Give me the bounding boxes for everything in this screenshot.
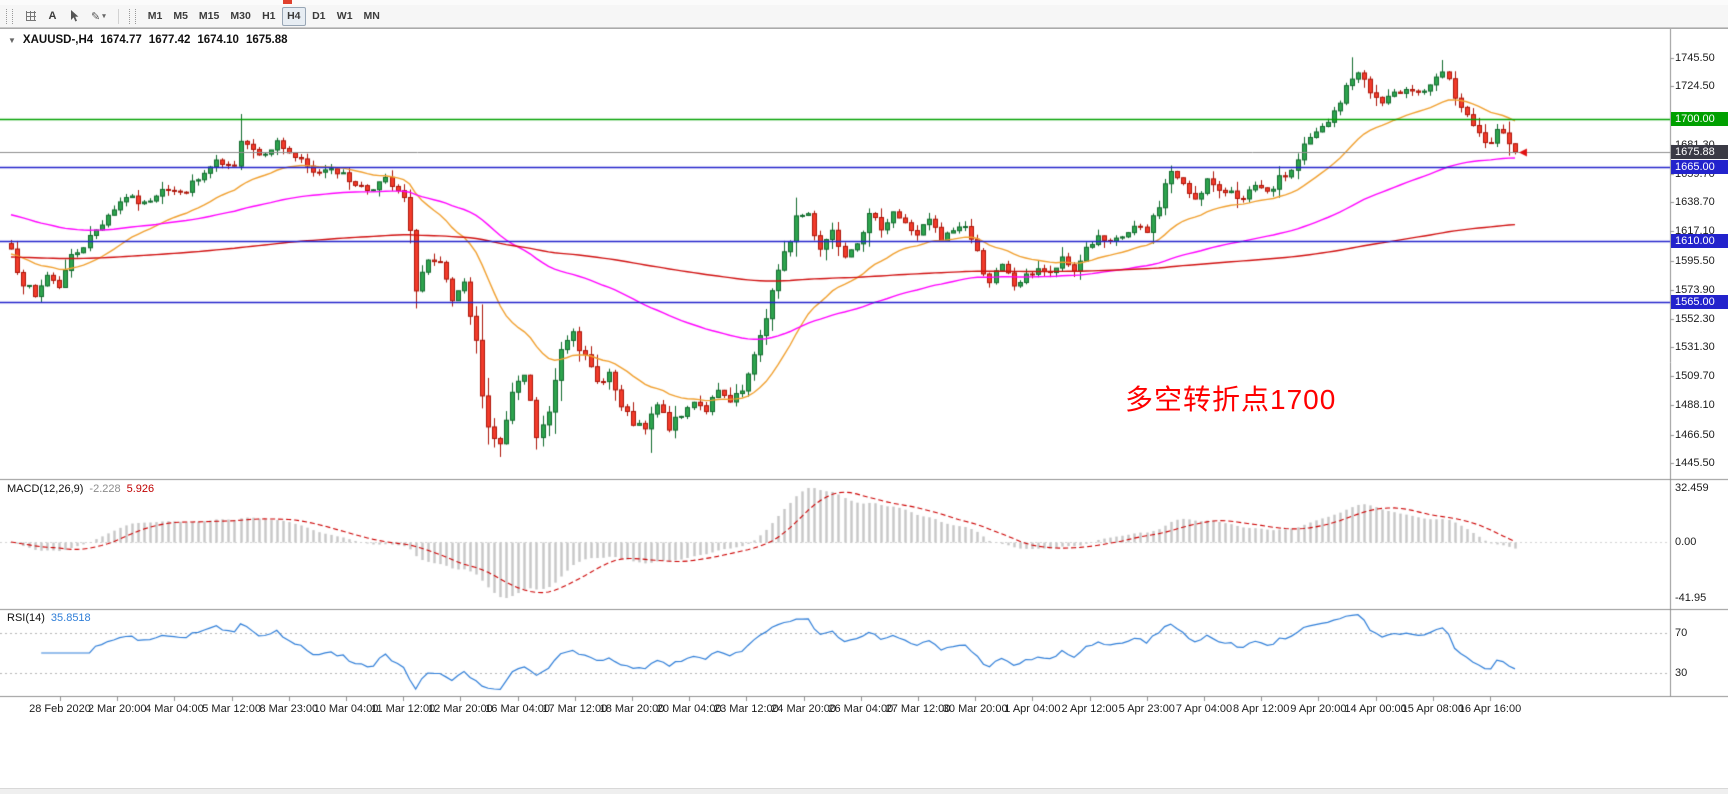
rsi-axis-label: 70 bbox=[1675, 627, 1688, 639]
price-axis[interactable]: 1745.501724.501681.301659.701638.701617.… bbox=[1671, 29, 1728, 724]
cursor-icon bbox=[71, 10, 79, 22]
macd-signal-value: 5.926 bbox=[126, 483, 155, 495]
text-tool-label: A bbox=[48, 10, 57, 22]
timeframe-MN[interactable]: MN bbox=[359, 7, 385, 26]
macd-axis-label: -41.95 bbox=[1675, 592, 1707, 604]
symbol-title: XAUUSD-,H4 bbox=[22, 34, 94, 46]
macd-axis-label: 32.459 bbox=[1675, 482, 1709, 494]
time-axis-label: 23 Mar 12:00 bbox=[713, 703, 779, 715]
timeframe-toolbar-grip[interactable] bbox=[128, 8, 136, 24]
time-axis-label: 26 Mar 04:00 bbox=[828, 703, 894, 715]
chart-area[interactable]: ▼ XAUUSD-,H4 1674.77 1677.42 1674.10 167… bbox=[0, 28, 1728, 789]
pencil-icon: ✎ bbox=[91, 10, 101, 23]
ohlc-high: 1677.42 bbox=[148, 34, 191, 46]
timeframe-W1[interactable]: W1 bbox=[332, 7, 358, 26]
timeframe-H1[interactable]: H1 bbox=[257, 7, 281, 26]
cropped-menu-strip bbox=[0, 0, 1728, 5]
macd-name: MACD(12,26,9) bbox=[7, 483, 84, 495]
time-axis[interactable]: 28 Feb 2020 2 Mar 20:00 4 Mar 04:00 5 Mar 1… bbox=[0, 701, 1670, 723]
time-axis-label: 7 Apr 04:00 bbox=[1175, 703, 1233, 715]
rsi-header: RSI(14) 35.8518 bbox=[7, 612, 91, 624]
time-axis-label: 9 Apr 20:00 bbox=[1290, 703, 1347, 715]
time-axis-label: 10 Mar 04:00 bbox=[313, 703, 379, 715]
bottom-edge-strip bbox=[0, 788, 1728, 794]
chart-text-annotation[interactable]: 多空转折点1700 bbox=[1125, 384, 1337, 415]
timeframe-group: M1 M5 M15 M30 H1 H4 D1 W1 MN bbox=[143, 6, 385, 26]
timeframe-M5[interactable]: M5 bbox=[168, 7, 193, 26]
time-axis-label: 1 Apr 04:00 bbox=[1004, 703, 1061, 715]
price-axis-label: 1509.70 bbox=[1675, 370, 1715, 383]
time-axis-label: 2 Mar 20:00 bbox=[87, 703, 147, 715]
time-axis-label: 5 Mar 12:00 bbox=[202, 703, 261, 715]
time-axis-label: 2 Apr 12:00 bbox=[1061, 703, 1118, 715]
price-axis-label: 1573.90 bbox=[1675, 283, 1715, 296]
timeframe-H4[interactable]: H4 bbox=[281, 6, 306, 26]
rsi-name: RSI(14) bbox=[7, 612, 45, 624]
current-price-badge: 1675.88 bbox=[1671, 144, 1728, 159]
chevron-down-icon: ▾ bbox=[102, 13, 106, 20]
ohlc-close: 1675.88 bbox=[245, 34, 288, 46]
text-tool-button[interactable]: A bbox=[42, 7, 63, 26]
price-axis-label: 1745.50 bbox=[1675, 52, 1715, 64]
time-axis-label: 20 Mar 04:00 bbox=[656, 703, 722, 715]
time-axis-label: 8 Apr 12:00 bbox=[1233, 703, 1290, 715]
macd-histogram-value: -2.228 bbox=[89, 483, 121, 495]
price-axis-label: 1638.70 bbox=[1675, 196, 1715, 209]
time-axis-label: 8 Mar 23:00 bbox=[259, 703, 319, 715]
price-axis-label: 1531.30 bbox=[1675, 341, 1715, 354]
drawing-tools-button[interactable]: ✎ ▾ bbox=[86, 7, 111, 26]
time-axis-label: 14 Apr 00:00 bbox=[1344, 703, 1407, 715]
time-axis-label: 27 Mar 12:00 bbox=[885, 703, 951, 715]
ohlc-open: 1674.77 bbox=[100, 34, 142, 46]
macd-axis-label: 0.00 bbox=[1675, 536, 1697, 548]
rsi-value: 35.8518 bbox=[50, 612, 91, 624]
price-line-badge: 1700.00 bbox=[1671, 112, 1728, 127]
price-axis-label: 1595.50 bbox=[1675, 254, 1715, 267]
time-axis-label: 16 Mar 04:00 bbox=[485, 703, 551, 715]
price-axis-label: 1466.50 bbox=[1675, 428, 1715, 441]
price-line-badge: 1665.00 bbox=[1671, 159, 1728, 174]
macd-header: MACD(12,26,9) -2.228 5.926 bbox=[7, 483, 154, 495]
time-axis-label: 4 Mar 04:00 bbox=[145, 703, 204, 715]
chart-header: ▼ XAUUSD-,H4 1674.77 1677.42 1674.10 167… bbox=[8, 34, 288, 46]
toolbar-separator bbox=[117, 8, 119, 24]
time-axis-label: 16 Apr 16:00 bbox=[1458, 703, 1522, 715]
time-axis-label: 17 Mar 12:00 bbox=[542, 703, 608, 715]
price-axis-label: 1488.10 bbox=[1675, 399, 1715, 412]
rsi-axis-label: 30 bbox=[1675, 667, 1688, 679]
chart-grid-button[interactable] bbox=[20, 7, 41, 26]
price-line-badge: 1565.00 bbox=[1671, 294, 1728, 309]
ohlc-low: 1674.10 bbox=[197, 34, 239, 46]
time-axis-label: 5 Apr 23:00 bbox=[1118, 703, 1175, 715]
time-axis-label: 30 Mar 20:00 bbox=[942, 703, 1008, 715]
timeframe-M30[interactable]: M30 bbox=[225, 7, 255, 26]
time-axis-label: 28 Feb 2020 bbox=[29, 703, 91, 715]
price-line-badge: 1610.00 bbox=[1671, 233, 1728, 248]
cursor-tool-button[interactable] bbox=[64, 7, 85, 26]
toolbar-grip[interactable] bbox=[6, 8, 13, 24]
time-axis-label: 15 Apr 08:00 bbox=[1401, 703, 1464, 715]
symbol-collapse-icon[interactable]: ▼ bbox=[8, 35, 16, 45]
time-axis-label: 11 Mar 12:00 bbox=[371, 703, 436, 715]
timeframe-D1[interactable]: D1 bbox=[307, 7, 331, 26]
timeframe-M15[interactable]: M15 bbox=[194, 7, 224, 26]
time-axis-label: 12 Mar 20:00 bbox=[427, 703, 493, 715]
toolbar: A ✎ ▾ M1 M5 M15 M30 H1 H4 D1 W1 MN bbox=[0, 5, 1728, 28]
price-axis-label: 1724.50 bbox=[1675, 80, 1715, 93]
menu-sliver-red bbox=[283, 0, 292, 4]
time-axis-label: 24 Mar 20:00 bbox=[771, 703, 837, 715]
time-axis-label: 18 Mar 20:00 bbox=[599, 703, 665, 715]
price-axis-label: 1552.30 bbox=[1675, 312, 1715, 325]
timeframe-M1[interactable]: M1 bbox=[143, 7, 168, 26]
grid-icon bbox=[25, 11, 36, 21]
chart-canvas[interactable] bbox=[0, 29, 1728, 724]
price-axis-label: 1445.50 bbox=[1675, 457, 1715, 469]
